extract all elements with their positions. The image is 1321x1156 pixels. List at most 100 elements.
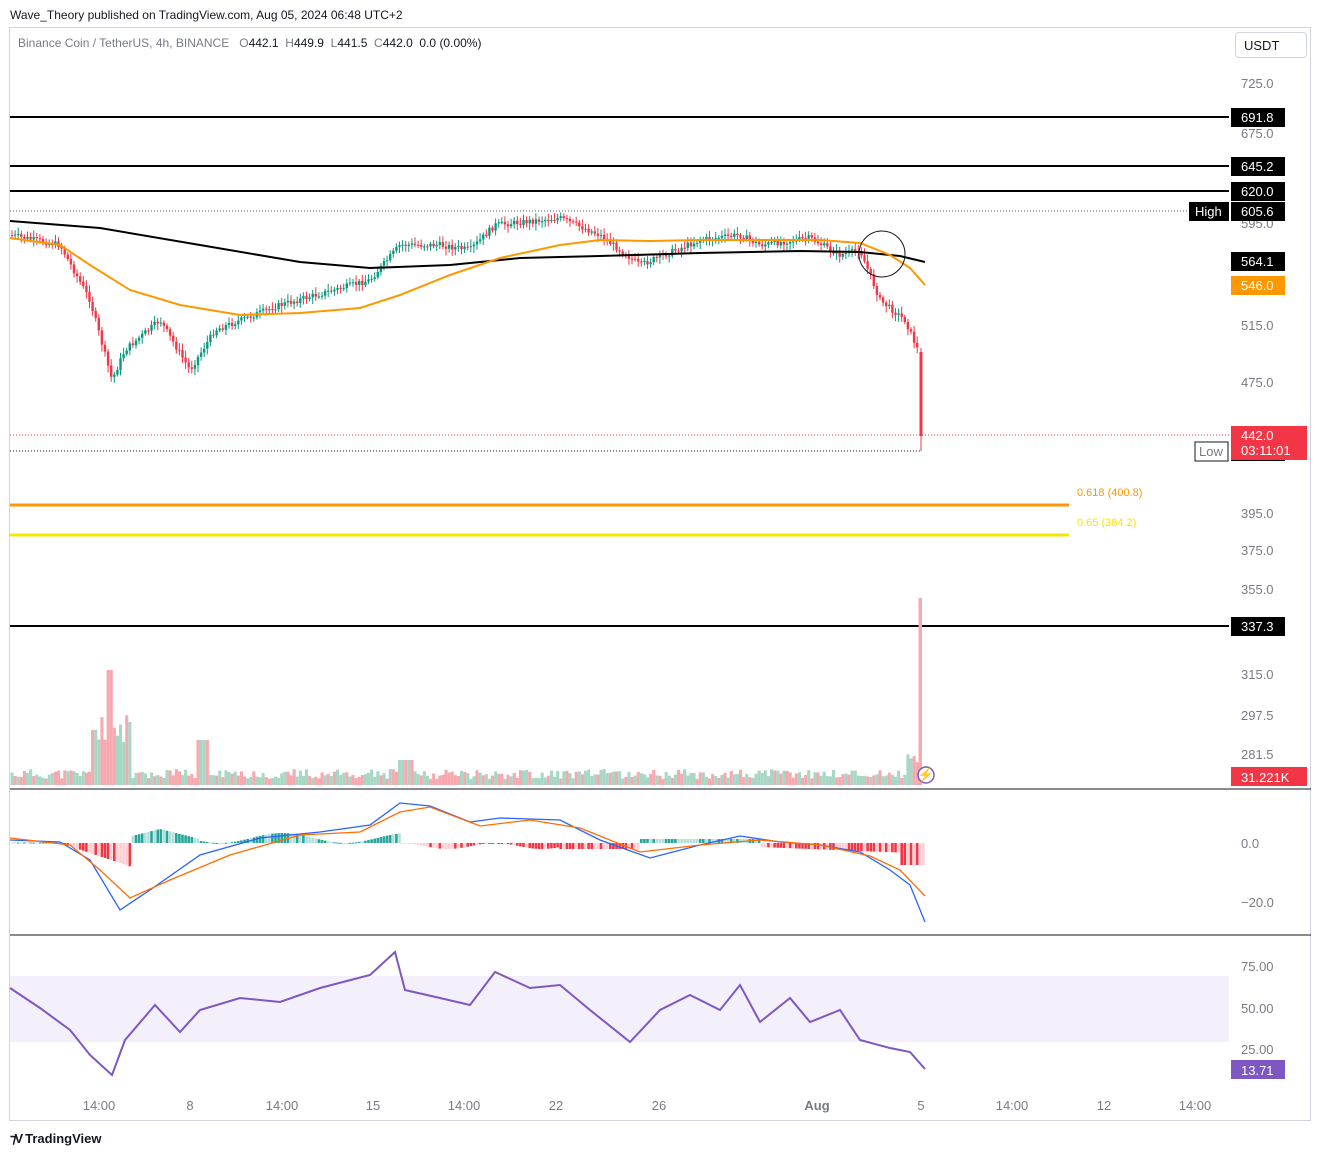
volume-bar [912,756,916,785]
macd-bar [134,835,138,843]
macd-bar [432,843,435,848]
macd-bar [395,833,398,843]
volume-bar [835,777,839,785]
candle-body [544,219,547,222]
candle-body [60,247,63,249]
candle-body [286,300,290,303]
volume-bar [832,770,836,785]
volume-bar [22,770,26,785]
macd-bar [692,839,696,843]
volume-bar [652,769,656,785]
candle-body [643,260,646,262]
macd-bar [559,843,562,849]
volume-bar [391,769,395,785]
candle-body [311,293,314,298]
volume-bar [298,770,302,785]
macd-bar [581,843,584,849]
volume-bar [367,772,371,785]
candle-body [218,328,221,331]
candle-body [336,287,339,290]
candle-body [454,247,457,250]
volume-bar [838,777,842,785]
candle-body [13,234,17,236]
candle-body [364,281,367,286]
macd-bar [283,833,287,843]
volume-bar [497,774,501,785]
candle-body [726,234,730,236]
volume-bar [773,770,777,785]
macd-bar [726,839,730,843]
candle-body [63,248,66,255]
volume-bar [553,776,557,785]
candle-body [20,234,23,237]
macd-bar [782,843,786,848]
volume-bar [794,773,798,785]
macd-bar [481,843,485,844]
volume-bar [875,774,879,785]
macd-bar [44,842,48,844]
candle-body [379,265,383,272]
volume-bar [708,778,712,785]
volume-bar [19,777,23,785]
candle-body [187,362,190,368]
volume-bar [546,775,550,785]
volume-bar [580,774,584,785]
macd-bar [472,843,476,846]
volume-bar [785,770,789,785]
level-price-tag [1231,108,1285,127]
volume-bar [115,735,119,785]
macd-bar [525,843,528,848]
volume-bar [636,771,640,785]
volume-bar [422,771,426,785]
volume-bar [828,776,832,785]
volume-bar [484,774,488,785]
candle-body [767,242,770,245]
macd-tick-label: −20.0 [1241,895,1274,910]
volume-bar [565,770,569,785]
macd-bar [602,843,606,849]
volume-bar [897,770,901,785]
volume-bar [370,769,374,785]
candle-body [553,220,556,222]
volume-bar [311,778,315,785]
macd-bar [556,843,559,848]
macd-bar [658,839,662,843]
candle-body [320,295,324,297]
macd-bar [680,839,683,843]
rsi-tick-label: 50.00 [1241,1001,1274,1016]
candle-body [488,227,491,236]
macd-bar [345,842,349,844]
volume-bar [646,777,650,785]
macd-bar [277,833,280,843]
macd-bar [754,839,758,843]
volume-bar [230,773,234,785]
volume-bar [162,777,166,785]
candle-body [150,324,153,331]
macd-bar [398,833,401,843]
candle-body [224,325,228,330]
macd-bar [137,834,141,843]
candle-body [227,323,231,326]
candle-body [888,304,891,307]
volume-bar [528,771,532,785]
candle-body [38,238,42,240]
volume-bar [196,740,200,785]
macd-bar [909,843,913,865]
macd-bar [100,843,104,857]
volume-bar [165,769,169,785]
candle-body [410,243,414,245]
candle-body [903,316,906,322]
macd-bar [209,842,212,844]
candle-body [522,219,525,226]
candle-body [29,236,32,240]
candle-body [571,221,575,223]
rsi-value: 13.71 [1241,1063,1274,1078]
volume-bar [884,775,888,785]
candle-body [435,244,438,247]
candle-body [525,219,528,224]
macd-bar [543,843,547,849]
volume-bar [742,777,746,785]
rsi-tick-label: 25.00 [1241,1042,1274,1057]
currency-button[interactable]: USDT [1235,32,1307,58]
